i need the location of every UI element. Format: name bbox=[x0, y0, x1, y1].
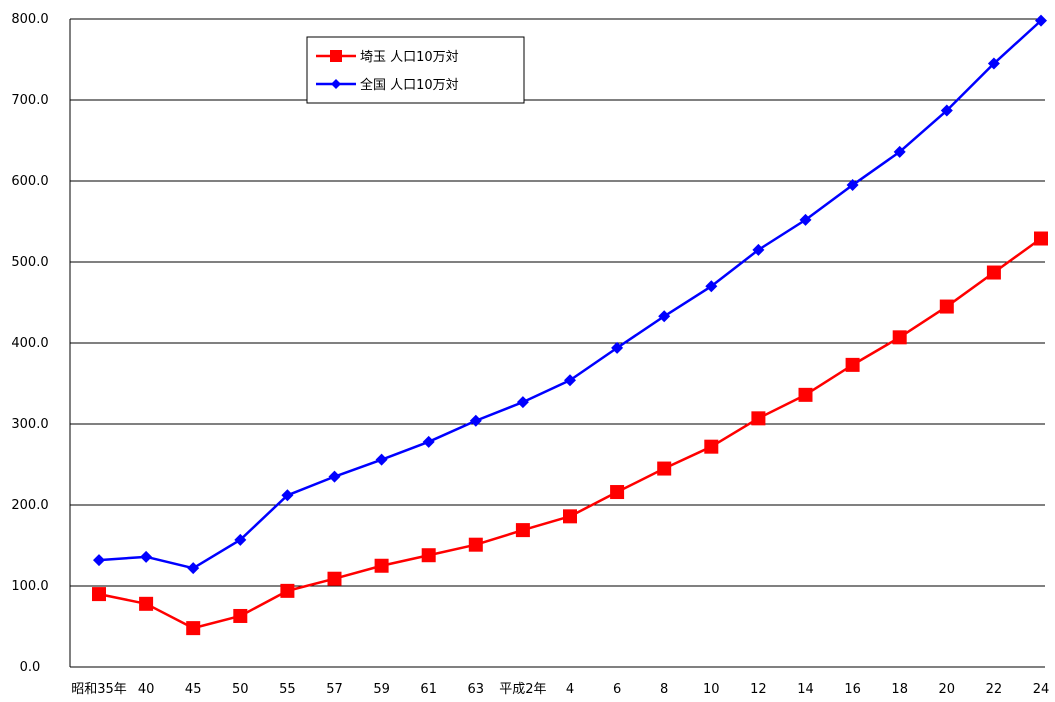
x-axis-tick-labels: 昭和35年 40 45 50 55 57 59 61 63 平成2年 4 6 8 10 12 14 16 18 20… bbox=[71, 682, 1049, 697]
data-point-square bbox=[657, 461, 672, 476]
data-point-square bbox=[468, 537, 483, 552]
data-point-diamond bbox=[469, 414, 482, 427]
data-point-diamond bbox=[234, 533, 247, 546]
legend-item-1: 埼玉 人口10万対 bbox=[316, 50, 459, 65]
y-tick-label: 400.0 bbox=[11, 336, 48, 351]
legend-marker-square bbox=[330, 50, 342, 62]
data-point-square bbox=[327, 571, 342, 586]
data-point-square bbox=[280, 583, 295, 598]
data-point-diamond bbox=[658, 310, 671, 323]
data-point-square bbox=[845, 357, 860, 372]
y-tick-label: 500.0 bbox=[11, 255, 48, 270]
data-point-square bbox=[939, 299, 954, 314]
data-point-square bbox=[563, 509, 577, 524]
data-point-square bbox=[704, 439, 719, 454]
y-axis-tick-labels: 0.0 100.0 200.0 300.0 400.0 500.0 600.0 700.0 80… bbox=[11, 12, 48, 675]
data-point-diamond bbox=[375, 453, 388, 466]
series-2 bbox=[93, 14, 1047, 575]
legend-marker-diamond bbox=[331, 79, 341, 89]
data-point-diamond bbox=[611, 341, 624, 354]
y-tick-label: 100.0 bbox=[11, 579, 48, 594]
x-tick-label: 63 bbox=[468, 682, 485, 697]
data-point-square bbox=[186, 621, 201, 636]
x-tick-label: 57 bbox=[326, 682, 343, 697]
y-tick-label: 700.0 bbox=[11, 93, 48, 108]
data-point-diamond bbox=[93, 554, 105, 567]
y-tick-label: 600.0 bbox=[11, 174, 48, 189]
gridlines bbox=[70, 18, 1045, 587]
x-tick-label: 55 bbox=[279, 682, 296, 697]
x-tick-label: 50 bbox=[232, 682, 249, 697]
data-point-square bbox=[374, 558, 389, 573]
legend-label: 全国 人口10万対 bbox=[360, 77, 459, 93]
series-1 bbox=[92, 231, 1048, 636]
x-tick-label: 8 bbox=[660, 682, 668, 697]
x-tick-label: 12 bbox=[750, 682, 767, 697]
x-tick-label: 40 bbox=[138, 682, 155, 697]
data-point-square bbox=[421, 548, 436, 563]
data-point-square bbox=[515, 523, 530, 538]
x-tick-label: 6 bbox=[613, 682, 621, 697]
data-point-diamond bbox=[328, 470, 341, 483]
y-tick-label: 300.0 bbox=[11, 417, 48, 432]
x-tick-label: 16 bbox=[844, 682, 861, 697]
y-tick-label: 0.0 bbox=[20, 660, 41, 675]
data-point-diamond bbox=[893, 145, 906, 158]
x-tick-label: 45 bbox=[185, 682, 202, 697]
data-point-diamond bbox=[705, 280, 718, 293]
x-tick-label: 10 bbox=[703, 682, 720, 697]
data-point-diamond bbox=[564, 374, 576, 387]
x-tick-label: 20 bbox=[939, 682, 956, 697]
data-point-diamond bbox=[1035, 14, 1047, 27]
data-point-square bbox=[139, 596, 154, 611]
x-tick-label: 14 bbox=[797, 682, 814, 697]
data-point-square bbox=[610, 485, 625, 500]
data-point-diamond bbox=[799, 213, 812, 226]
x-tick-label: 18 bbox=[891, 682, 908, 697]
data-point-diamond bbox=[281, 489, 294, 502]
data-point-diamond bbox=[140, 550, 153, 563]
x-tick-label: 平成2年 bbox=[499, 682, 546, 697]
data-point-square bbox=[986, 265, 1001, 280]
data-point-diamond bbox=[752, 243, 765, 256]
data-point-diamond bbox=[422, 435, 435, 448]
data-point-diamond bbox=[987, 57, 1000, 70]
legend-box bbox=[306, 36, 525, 104]
series-line bbox=[98, 237, 1042, 630]
legend-label: 埼玉 人口10万対 bbox=[360, 50, 459, 65]
data-point-square bbox=[1034, 231, 1048, 246]
y-tick-label: 800.0 bbox=[11, 12, 48, 27]
data-point-diamond bbox=[846, 179, 859, 192]
y-tick-label: 200.0 bbox=[11, 498, 48, 513]
data-point-diamond bbox=[516, 396, 529, 409]
axes bbox=[69, 19, 1045, 668]
x-tick-label: 22 bbox=[986, 682, 1003, 697]
x-tick-label: 4 bbox=[566, 682, 574, 697]
series-line bbox=[98, 19, 1042, 570]
data-point-square bbox=[798, 387, 813, 402]
data-point-square bbox=[892, 330, 907, 345]
x-tick-label: 昭和35年 bbox=[71, 682, 127, 697]
data-point-diamond bbox=[940, 104, 953, 117]
x-tick-label: 61 bbox=[420, 682, 437, 697]
data-point-square bbox=[751, 411, 766, 426]
data-point-diamond bbox=[187, 562, 200, 575]
x-tick-label: 24 bbox=[1033, 682, 1050, 697]
x-tick-label: 59 bbox=[373, 682, 390, 697]
series-group bbox=[92, 14, 1048, 636]
data-point-square bbox=[233, 608, 248, 623]
data-point-square bbox=[92, 587, 106, 602]
legend-item-2: 全国 人口10万対 bbox=[316, 77, 459, 93]
